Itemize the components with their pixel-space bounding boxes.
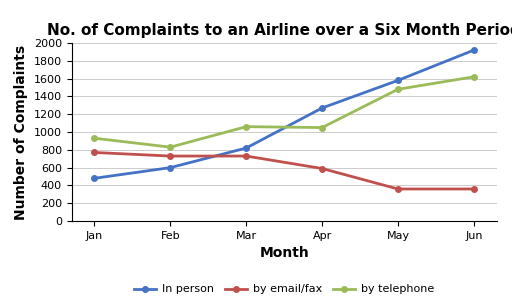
by telephone [243, 125, 249, 129]
by telephone [471, 75, 477, 79]
In person [91, 177, 97, 180]
by email/fax [395, 187, 401, 191]
by email/fax [319, 167, 325, 170]
by telephone [91, 136, 97, 140]
Line: by email/fax: by email/fax [92, 150, 477, 192]
In person [395, 79, 401, 82]
Y-axis label: Number of Complaints: Number of Complaints [14, 45, 28, 220]
In person [471, 48, 477, 52]
by telephone [395, 87, 401, 91]
X-axis label: Month: Month [259, 246, 309, 260]
by email/fax [471, 187, 477, 191]
Title: No. of Complaints to an Airline over a Six Month Period: No. of Complaints to an Airline over a S… [47, 23, 512, 38]
In person [243, 146, 249, 150]
In person [167, 166, 174, 169]
Line: In person: In person [92, 47, 477, 181]
by telephone [167, 145, 174, 149]
Legend: In person, by email/fax, by telephone: In person, by email/fax, by telephone [130, 280, 439, 299]
Line: by telephone: by telephone [92, 74, 477, 150]
by email/fax [243, 154, 249, 158]
In person [319, 106, 325, 110]
by email/fax [91, 151, 97, 154]
by email/fax [167, 154, 174, 158]
by telephone [319, 126, 325, 130]
